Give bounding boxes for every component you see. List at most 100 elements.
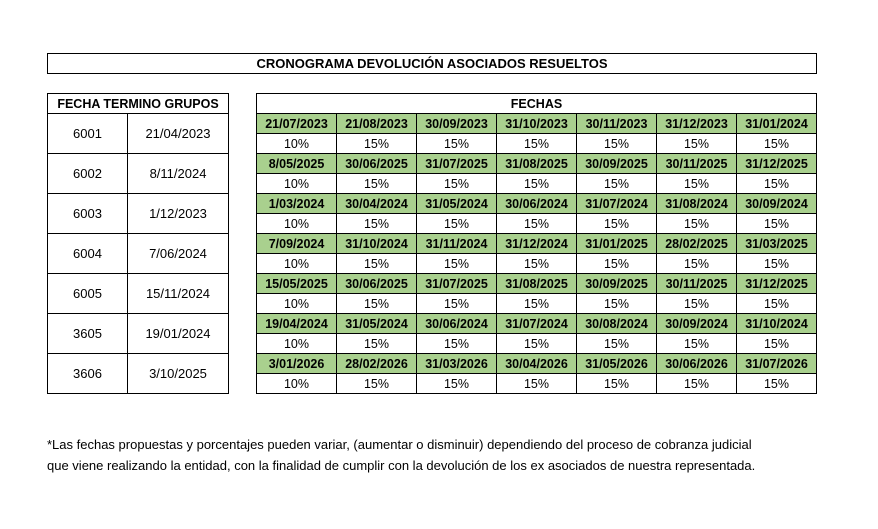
date-cell: 28/02/2026 [336, 353, 417, 374]
date-cell: 30/06/2025 [336, 153, 417, 174]
date-cell: 31/08/2025 [496, 153, 577, 174]
fechas-table: FECHAS 21/07/2023 21/08/2023 30/09/2023 31/… [256, 93, 817, 394]
percent-cell: 15% [416, 333, 497, 354]
date-row: 8/05/2025 30/06/2025 31/07/2025 31/08/2025 3… [256, 153, 817, 174]
date-cell: 30/06/2025 [336, 273, 417, 294]
date-cell: 31/07/2024 [576, 193, 657, 214]
percent-cell: 15% [496, 373, 577, 394]
group-id: 6005 [47, 273, 128, 314]
percent-cell: 15% [576, 173, 657, 194]
percent-cell: 15% [496, 293, 577, 314]
date-cell: 30/11/2025 [656, 273, 737, 294]
group-end-date: 1/12/2023 [127, 193, 229, 234]
date-cell: 31/10/2024 [336, 233, 417, 254]
percent-cell: 15% [656, 213, 737, 234]
percent-cell: 15% [656, 373, 737, 394]
date-cell: 21/08/2023 [336, 113, 417, 134]
percent-row: 10% 15% 15% 15% 15% 15% 15% [256, 133, 817, 154]
footnote-line-1: *Las fechas propuestas y porcentajes pue… [47, 437, 752, 452]
footnote-line-2: que viene realizando la entidad, con la … [47, 458, 756, 473]
percent-cell: 15% [416, 253, 497, 274]
date-cell: 31/05/2024 [416, 193, 497, 214]
percent-cell: 10% [256, 253, 337, 274]
groups-table: FECHA TERMINO GRUPOS 6001 21/04/2023 6002 8… [47, 93, 229, 394]
date-cell: 19/04/2024 [256, 313, 337, 334]
percent-cell: 10% [256, 213, 337, 234]
date-row: 7/09/2024 31/10/2024 31/11/2024 31/12/2024 3… [256, 233, 817, 254]
date-cell: 30/11/2023 [576, 113, 657, 134]
percent-cell: 10% [256, 373, 337, 394]
date-cell: 30/09/2023 [416, 113, 497, 134]
percent-cell: 15% [496, 213, 577, 234]
percent-row: 10% 15% 15% 15% 15% 15% 15% [256, 213, 817, 234]
group-id: 3605 [47, 313, 128, 354]
percent-cell: 15% [496, 173, 577, 194]
percent-row: 10% 15% 15% 15% 15% 15% 15% [256, 373, 817, 394]
date-cell: 30/09/2025 [576, 153, 657, 174]
date-cell: 30/09/2025 [576, 273, 657, 294]
percent-cell: 15% [336, 253, 417, 274]
percent-row: 10% 15% 15% 15% 15% 15% 15% [256, 253, 817, 274]
date-row: 1/03/2024 30/04/2024 31/05/2024 30/06/2024 3… [256, 193, 817, 214]
percent-cell: 15% [336, 173, 417, 194]
date-cell: 31/07/2026 [736, 353, 817, 374]
date-row: 3/01/2026 28/02/2026 31/03/2026 30/04/2026 3… [256, 353, 817, 374]
date-cell: 8/05/2025 [256, 153, 337, 174]
date-cell: 30/11/2025 [656, 153, 737, 174]
date-cell: 31/08/2025 [496, 273, 577, 294]
percent-cell: 15% [656, 333, 737, 354]
percent-cell: 15% [736, 333, 817, 354]
percent-cell: 15% [736, 173, 817, 194]
group-id: 6003 [47, 193, 128, 234]
date-cell: 21/07/2023 [256, 113, 337, 134]
percent-cell: 15% [416, 213, 497, 234]
percent-cell: 15% [576, 213, 657, 234]
date-cell: 28/02/2025 [656, 233, 737, 254]
group-row: 3605 19/01/2024 [47, 313, 229, 354]
date-cell: 30/06/2024 [416, 313, 497, 334]
date-cell: 31/08/2024 [656, 193, 737, 214]
date-cell: 30/04/2026 [496, 353, 577, 374]
group-id: 6004 [47, 233, 128, 274]
date-cell: 31/07/2024 [496, 313, 577, 334]
date-cell: 30/06/2026 [656, 353, 737, 374]
group-id: 6001 [47, 113, 128, 154]
group-id: 3606 [47, 353, 128, 394]
percent-cell: 10% [256, 133, 337, 154]
group-end-date: 15/11/2024 [127, 273, 229, 314]
percent-cell: 15% [656, 253, 737, 274]
date-cell: 31/01/2024 [736, 113, 817, 134]
group-id: 6002 [47, 153, 128, 194]
percent-cell: 15% [496, 333, 577, 354]
date-row: 19/04/2024 31/05/2024 30/06/2024 31/07/2024… [256, 313, 817, 334]
date-row: 21/07/2023 21/08/2023 30/09/2023 31/10/2023… [256, 113, 817, 134]
percent-cell: 15% [496, 133, 577, 154]
percent-cell: 15% [656, 173, 737, 194]
percent-cell: 15% [336, 133, 417, 154]
percent-cell: 10% [256, 173, 337, 194]
percent-cell: 15% [656, 133, 737, 154]
group-end-date: 7/06/2024 [127, 233, 229, 274]
percent-cell: 15% [576, 373, 657, 394]
date-cell: 31/05/2026 [576, 353, 657, 374]
date-cell: 1/03/2024 [256, 193, 337, 214]
date-cell: 31/07/2025 [416, 153, 497, 174]
group-row: 6002 8/11/2024 [47, 153, 229, 194]
date-cell: 31/12/2025 [736, 153, 817, 174]
percent-cell: 15% [496, 253, 577, 274]
date-cell: 31/07/2025 [416, 273, 497, 294]
percent-cell: 15% [416, 173, 497, 194]
date-cell: 31/10/2023 [496, 113, 577, 134]
date-cell: 31/12/2024 [496, 233, 577, 254]
date-cell: 3/01/2026 [256, 353, 337, 374]
percent-cell: 15% [336, 333, 417, 354]
date-cell: 31/03/2026 [416, 353, 497, 374]
group-end-date: 21/04/2023 [127, 113, 229, 154]
group-end-date: 19/01/2024 [127, 313, 229, 354]
percent-cell: 15% [576, 293, 657, 314]
date-cell: 15/05/2025 [256, 273, 337, 294]
group-end-date: 8/11/2024 [127, 153, 229, 194]
date-cell: 7/09/2024 [256, 233, 337, 254]
date-cell: 31/12/2025 [736, 273, 817, 294]
percent-cell: 15% [416, 293, 497, 314]
